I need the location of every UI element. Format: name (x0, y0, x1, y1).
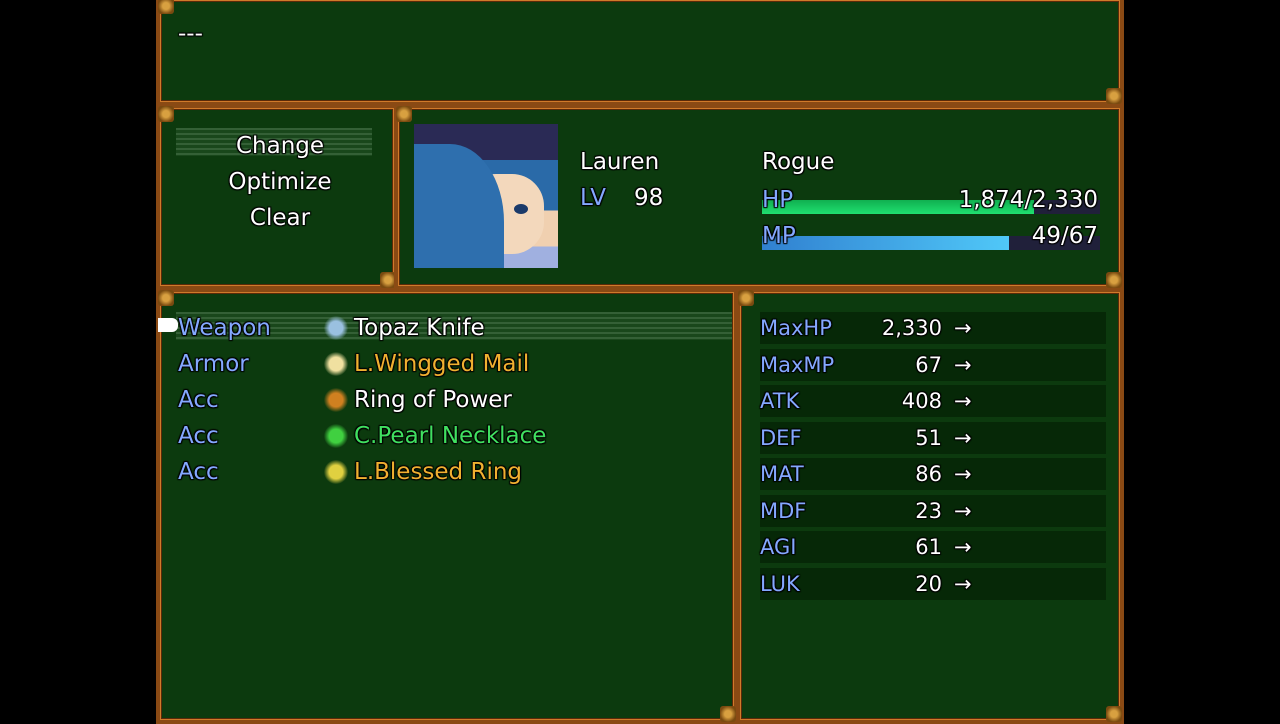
command-window: Change Optimize Clear (156, 104, 398, 290)
armor-icon (324, 352, 348, 376)
stat-value: 51 (915, 425, 942, 450)
slot-window: Weapon Topaz Knife Armor L.Wingged Mail … (156, 288, 738, 724)
stat-value: 61 (915, 535, 942, 559)
ring-icon (324, 388, 348, 412)
mp-value: 49/67 (1031, 223, 1098, 249)
right-arrow-icon: → (954, 571, 972, 596)
right-arrow-icon: → (954, 425, 972, 450)
blessed-ring-icon (324, 460, 348, 484)
stat-value: 86 (915, 462, 942, 486)
help-text: --- (178, 21, 203, 47)
right-arrow-icon: → (954, 498, 972, 523)
slot-name: Acc (178, 387, 219, 413)
command-clear[interactable]: Clear (249, 205, 311, 231)
frame-ornament (158, 106, 174, 122)
stat-name: MDF (760, 498, 807, 523)
actor-class: Rogue (762, 149, 835, 175)
slot-name: Armor (178, 351, 249, 377)
command-change[interactable]: Change (235, 133, 325, 159)
actor-level: 98 (634, 185, 664, 211)
item-name: L.Wingged Mail (354, 351, 530, 377)
frame-ornament (158, 290, 174, 306)
help-window: --- (156, 0, 1124, 106)
stat-name: MaxHP (760, 316, 832, 340)
actor-name: Lauren (580, 149, 660, 175)
command-optimize[interactable]: Optimize (228, 169, 332, 195)
actor-portrait (414, 124, 558, 268)
right-arrow-icon: → (954, 389, 972, 413)
stat-name: MAT (760, 462, 804, 486)
frame-ornament (380, 272, 396, 288)
hp-value: 1,874/2,330 (958, 187, 1098, 213)
knife-icon (324, 316, 348, 340)
pointer-hand-icon (158, 318, 178, 332)
frame-ornament (1106, 706, 1122, 722)
frame-ornament (1106, 88, 1122, 104)
frame-ornament (1106, 272, 1122, 288)
slot-name: Acc (178, 423, 219, 449)
level-label: LV (580, 185, 607, 211)
command-cursor (176, 128, 372, 156)
stat-value: 408 (901, 389, 942, 413)
item-name: C.Pearl Necklace (354, 423, 547, 449)
frame-ornament (158, 0, 174, 14)
frame-ornament (720, 706, 736, 722)
stat-value: 2,330 (881, 316, 942, 340)
stat-window: MaxHP 2,330 → MaxMP 67 → ATK 408 → DEF 5… (736, 288, 1124, 724)
stat-name: AGI (760, 535, 797, 559)
necklace-icon (324, 424, 348, 448)
stat-name: LUK (760, 571, 800, 596)
slot-cursor (176, 312, 732, 340)
frame-ornament (396, 106, 412, 122)
right-arrow-icon: → (954, 316, 972, 340)
slot-name: Acc (178, 459, 219, 485)
right-arrow-icon: → (954, 462, 972, 486)
stat-name: MaxMP (760, 352, 835, 377)
stat-value: 20 (915, 571, 942, 596)
right-arrow-icon: → (954, 535, 972, 559)
item-name: Topaz Knife (354, 315, 485, 341)
stat-name: ATK (760, 389, 800, 413)
hp-label: HP (762, 187, 794, 213)
slot-name: Weapon (178, 315, 271, 341)
mp-label: MP (762, 223, 796, 249)
hp-gauge (762, 200, 1100, 214)
status-window: Lauren LV 98 Rogue HP 1,874/2,330 MP 49/… (394, 104, 1124, 290)
item-name: Ring of Power (354, 387, 512, 413)
right-arrow-icon: → (954, 352, 972, 377)
stat-value: 23 (915, 498, 942, 523)
stat-value: 67 (915, 352, 942, 377)
frame-ornament (738, 290, 754, 306)
item-name: L.Blessed Ring (354, 459, 523, 485)
mp-gauge (762, 236, 1100, 250)
stat-name: DEF (760, 425, 802, 450)
